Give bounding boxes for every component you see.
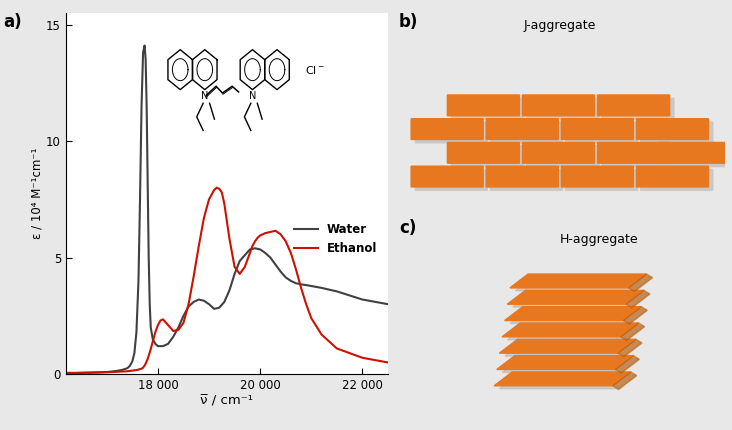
- Polygon shape: [505, 342, 641, 356]
- FancyBboxPatch shape: [597, 142, 671, 164]
- Polygon shape: [613, 372, 637, 390]
- FancyBboxPatch shape: [640, 169, 714, 191]
- Polygon shape: [504, 307, 641, 320]
- FancyBboxPatch shape: [411, 118, 484, 140]
- Water: [141, 43, 149, 48]
- Text: b): b): [399, 13, 418, 31]
- FancyBboxPatch shape: [485, 118, 559, 140]
- Ethanol: [212, 185, 221, 190]
- FancyBboxPatch shape: [601, 98, 675, 120]
- FancyBboxPatch shape: [447, 94, 520, 117]
- FancyBboxPatch shape: [490, 169, 564, 191]
- Polygon shape: [621, 323, 645, 341]
- FancyBboxPatch shape: [451, 145, 524, 167]
- Ethanol: [358, 355, 367, 360]
- Water: [132, 329, 141, 335]
- Ethanol: [123, 369, 132, 374]
- Polygon shape: [510, 274, 646, 288]
- FancyBboxPatch shape: [597, 94, 671, 117]
- Polygon shape: [499, 375, 636, 389]
- FancyBboxPatch shape: [415, 169, 488, 191]
- Line: Ethanol: Ethanol: [66, 187, 388, 373]
- Polygon shape: [502, 323, 639, 337]
- FancyBboxPatch shape: [640, 121, 714, 144]
- FancyBboxPatch shape: [522, 94, 595, 117]
- Legend: Water, Ethanol: Water, Ethanol: [289, 218, 382, 260]
- FancyBboxPatch shape: [526, 98, 600, 120]
- FancyBboxPatch shape: [657, 142, 731, 164]
- Polygon shape: [494, 372, 631, 386]
- X-axis label: ν̅ / cm⁻¹: ν̅ / cm⁻¹: [201, 395, 253, 408]
- Y-axis label: ε / 10⁴ M⁻¹cm⁻¹: ε / 10⁴ M⁻¹cm⁻¹: [30, 148, 43, 239]
- Polygon shape: [623, 307, 647, 324]
- Polygon shape: [618, 339, 642, 357]
- Polygon shape: [507, 326, 644, 340]
- Text: c): c): [399, 219, 417, 237]
- Polygon shape: [502, 359, 639, 372]
- Ethanol: [143, 356, 152, 362]
- FancyBboxPatch shape: [485, 166, 559, 187]
- Polygon shape: [629, 274, 652, 292]
- FancyBboxPatch shape: [561, 118, 634, 140]
- Water: [384, 301, 392, 307]
- Ethanol: [151, 329, 160, 335]
- FancyBboxPatch shape: [601, 145, 675, 167]
- Polygon shape: [507, 290, 644, 304]
- Text: J-aggregate: J-aggregate: [524, 19, 596, 32]
- Line: Water: Water: [66, 46, 388, 373]
- FancyBboxPatch shape: [522, 142, 595, 164]
- Polygon shape: [626, 290, 650, 308]
- FancyBboxPatch shape: [447, 142, 520, 164]
- FancyBboxPatch shape: [415, 121, 488, 144]
- Ethanol: [384, 360, 392, 365]
- Text: H-aggregate: H-aggregate: [560, 233, 639, 246]
- FancyBboxPatch shape: [565, 169, 638, 191]
- Water: [138, 50, 147, 55]
- FancyBboxPatch shape: [451, 98, 524, 120]
- Ethanol: [61, 370, 70, 375]
- FancyBboxPatch shape: [635, 166, 709, 187]
- Ethanol: [302, 301, 310, 307]
- Polygon shape: [499, 339, 636, 353]
- Polygon shape: [515, 277, 652, 291]
- FancyBboxPatch shape: [565, 121, 638, 144]
- Polygon shape: [510, 310, 647, 323]
- FancyBboxPatch shape: [411, 166, 484, 187]
- Water: [291, 281, 300, 286]
- Ethanol: [179, 320, 188, 326]
- FancyBboxPatch shape: [526, 145, 600, 167]
- FancyBboxPatch shape: [561, 166, 634, 187]
- Water: [174, 325, 183, 330]
- Text: a): a): [4, 13, 22, 31]
- Polygon shape: [616, 356, 639, 373]
- FancyBboxPatch shape: [635, 118, 709, 140]
- FancyBboxPatch shape: [662, 145, 732, 167]
- FancyBboxPatch shape: [490, 121, 564, 144]
- Water: [61, 370, 70, 375]
- Polygon shape: [512, 293, 649, 307]
- Water: [210, 306, 219, 311]
- Polygon shape: [497, 356, 633, 369]
- Water: [108, 369, 116, 374]
